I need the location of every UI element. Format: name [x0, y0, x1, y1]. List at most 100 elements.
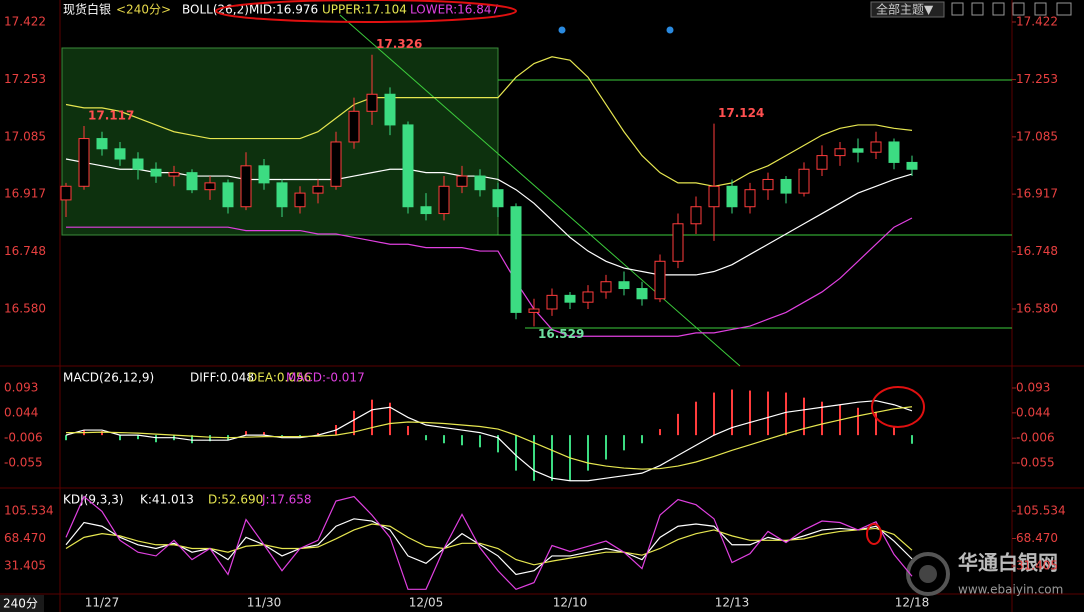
candle-body — [294, 192, 306, 208]
price-annotation: 17.124 — [718, 106, 764, 120]
candle-body — [438, 185, 450, 215]
y-tick-label: 17.085 — [1016, 129, 1058, 143]
period-label: 240分 — [3, 597, 38, 611]
panel-title: KDJ(9,3,3) — [63, 493, 124, 507]
candle-body — [690, 206, 702, 225]
marker-dot — [558, 26, 566, 34]
highlight-ellipse — [215, 0, 517, 23]
x-tick-label: 12/18 — [895, 596, 930, 610]
candle-body — [240, 165, 252, 208]
candle-body — [816, 155, 828, 170]
period-subtitle: <240分> — [116, 3, 171, 17]
candle-body — [132, 158, 144, 170]
y-tick-label: 105.534 — [4, 504, 54, 518]
candle-body — [888, 141, 900, 163]
x-tick-label: 12/10 — [553, 596, 588, 610]
y-tick-label: 16.748 — [4, 244, 46, 258]
y-tick-label: 16.580 — [1016, 301, 1058, 315]
legend-entry: K:41.013 — [140, 493, 194, 507]
y-tick-label: 16.748 — [1016, 244, 1058, 258]
highlight-ellipse — [871, 386, 925, 428]
x-tick-label: 11/30 — [247, 596, 282, 610]
candle-body — [600, 281, 612, 293]
toolbar-icon[interactable] — [971, 2, 984, 16]
candle-body — [168, 172, 180, 177]
indicator-line — [65, 56, 913, 187]
candle-body — [402, 124, 414, 208]
candle-body — [672, 223, 684, 262]
candle-body — [852, 148, 864, 153]
candle-body — [798, 168, 810, 194]
y-tick-label: 17.253 — [1016, 72, 1058, 86]
candle-body — [258, 165, 270, 184]
candle-body — [762, 178, 774, 191]
y-tick-label: 31.405 — [1016, 558, 1058, 572]
watermark-logo — [906, 552, 950, 596]
legend-entry: DIFF:0.048 — [190, 371, 254, 385]
legend-entry: LOWER:16.847 — [410, 3, 499, 17]
candle-body — [186, 172, 198, 191]
theme-button[interactable] — [870, 1, 945, 18]
candle-body — [546, 294, 558, 310]
y-tick-label: -0.055 — [4, 456, 43, 470]
theme-button-label[interactable]: 全部主题▼ — [876, 2, 934, 17]
x-tick-label: 12/13 — [715, 596, 750, 610]
y-tick-label: 0.093 — [1016, 381, 1050, 395]
y-tick-label: 16.917 — [4, 187, 46, 201]
candle-body — [384, 93, 396, 126]
toolbar-icon[interactable] — [1056, 2, 1072, 16]
candle-body — [456, 175, 468, 187]
toolbar-icon[interactable] — [1034, 2, 1047, 16]
legend-entry: MACD:-0.017 — [286, 371, 365, 385]
y-tick-label: 0.044 — [4, 405, 38, 419]
candle-body — [582, 291, 594, 303]
candle-body — [222, 182, 234, 208]
legend-entry: UPPER:17.104 — [322, 3, 407, 17]
candle-body — [492, 189, 504, 208]
candle-body — [348, 110, 360, 143]
toolbar-icon[interactable] — [951, 2, 964, 16]
price-annotation: 17.326 — [376, 37, 422, 51]
candle-body — [330, 141, 342, 187]
price-annotation: 16.529 — [538, 327, 584, 341]
candle-body — [78, 138, 90, 187]
candle-body — [276, 182, 288, 208]
highlight-ellipse — [866, 523, 882, 545]
indicator-line — [65, 400, 913, 482]
legend-entry: DEA:0.056 — [248, 371, 311, 385]
legend-entry: D:52.690 — [208, 493, 263, 507]
toolbar-icon[interactable] — [1012, 2, 1025, 16]
trend-line — [339, 14, 741, 367]
candle-body — [834, 148, 846, 157]
y-tick-label: -0.006 — [4, 431, 43, 445]
period-box — [0, 595, 44, 612]
candle-body — [726, 185, 738, 208]
price-annotation: 17.117 — [88, 108, 134, 122]
candle-body — [906, 161, 918, 170]
candle-body — [474, 175, 486, 191]
candle-body — [150, 168, 162, 177]
y-tick-label: 17.422 — [1016, 14, 1058, 28]
toolbar-icon[interactable] — [992, 2, 1005, 16]
indicator-line — [65, 523, 913, 566]
candle-body — [114, 148, 126, 160]
y-tick-label: -0.006 — [1016, 431, 1055, 445]
candle-body — [870, 141, 882, 153]
indicator-line — [65, 158, 913, 276]
y-tick-label: 0.044 — [1016, 405, 1050, 419]
candle-body — [60, 185, 72, 201]
legend-entry: J:17.658 — [261, 493, 312, 507]
candle-body — [780, 178, 792, 194]
y-tick-label: 68.470 — [1016, 531, 1058, 545]
candle-body — [312, 185, 324, 194]
candle-body — [744, 189, 756, 208]
y-tick-label: 105.534 — [1016, 504, 1066, 518]
indicator-line — [66, 406, 913, 470]
indicator-line — [66, 217, 913, 337]
watermark-url: www.ebaiyin.com — [958, 583, 1063, 597]
panel-title: MACD(26,12,9) — [63, 371, 154, 385]
indicator-line — [65, 518, 913, 576]
x-tick-label: 12/05 — [409, 596, 444, 610]
y-tick-label: 17.085 — [4, 129, 46, 143]
